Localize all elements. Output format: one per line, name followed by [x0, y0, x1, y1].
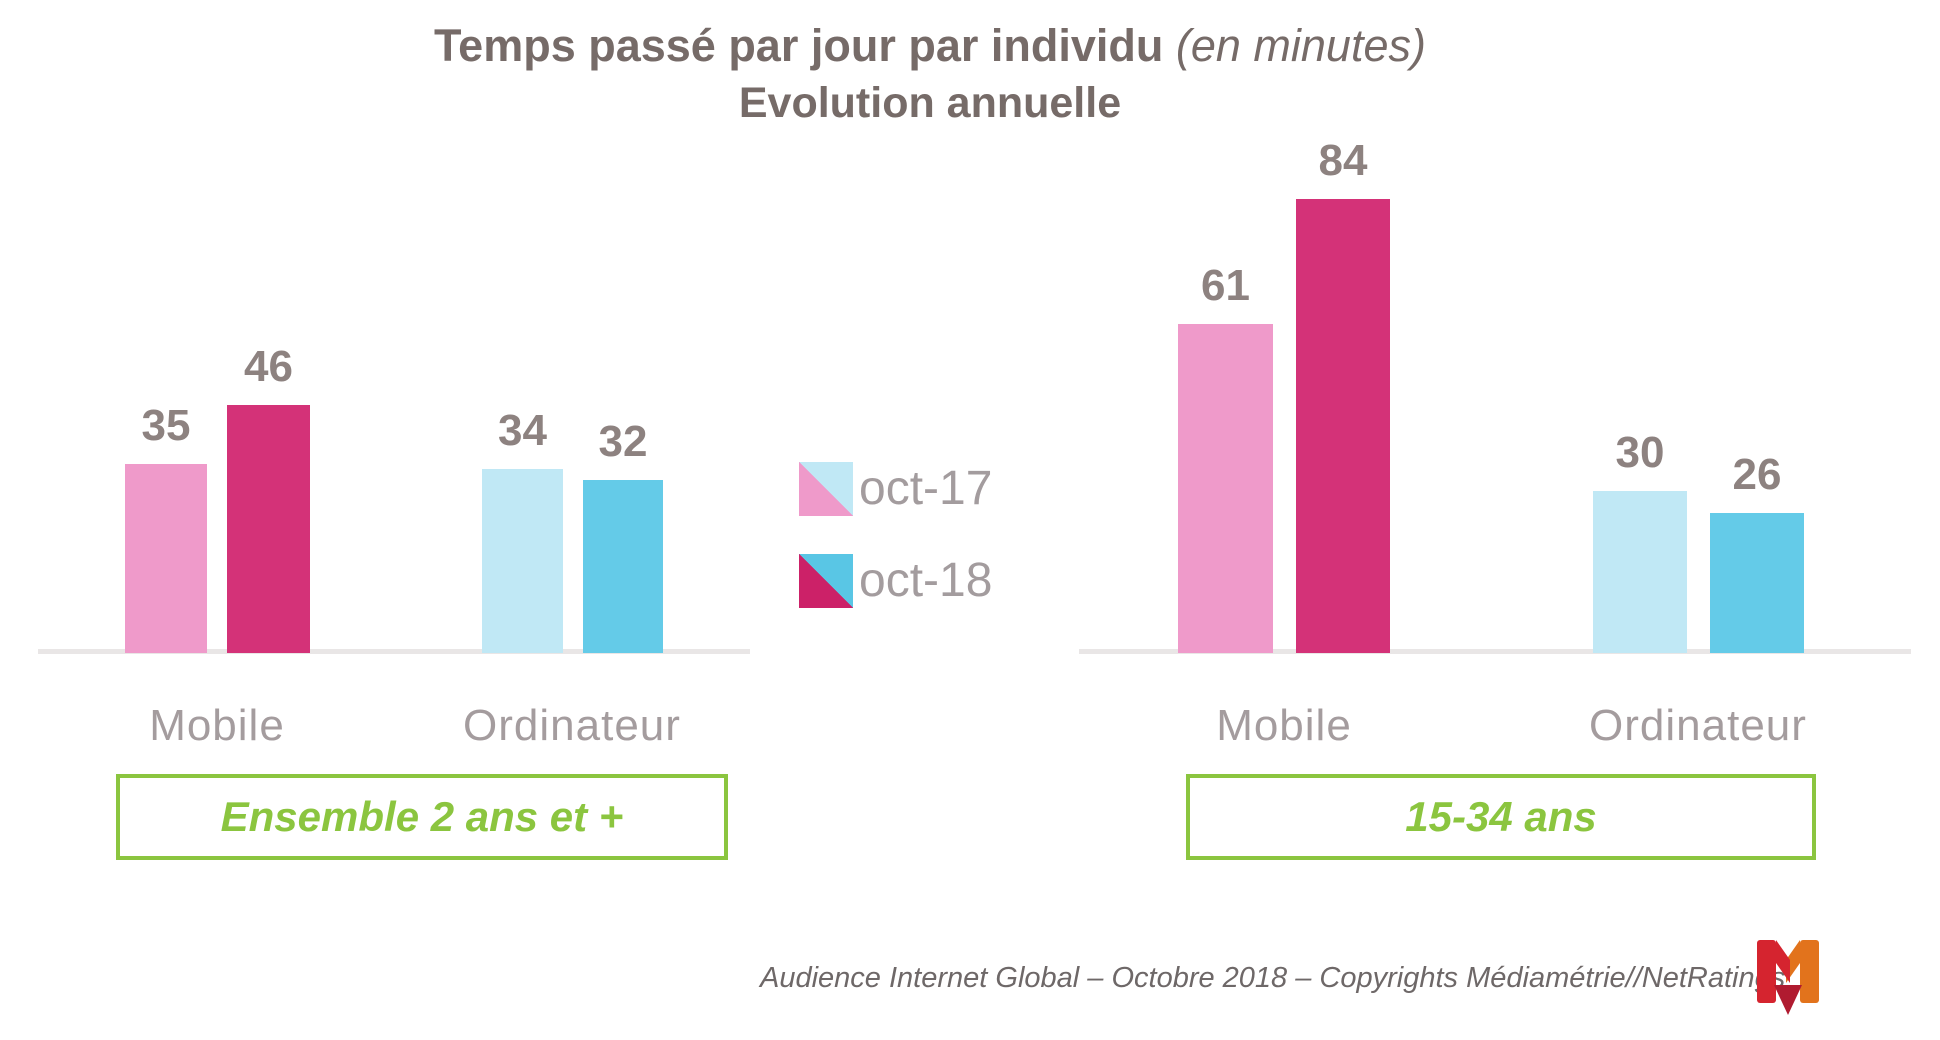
group-box-ensemble-2-ans: Ensemble 2 ans et +	[116, 774, 728, 860]
legend: oct-17 oct-18	[799, 461, 992, 645]
bar-value-15-34-ordinateur-oct-17: 30	[1615, 428, 1665, 477]
category-label-15-34-ordinateur: Ordinateur	[1589, 701, 1807, 750]
category-label-15-34-mobile: Mobile	[1216, 701, 1352, 750]
bar-ensemble-ordinateur-oct-18	[583, 480, 663, 653]
title-line1: Temps passé par jour par individu (en mi…	[0, 18, 1860, 74]
category-label-ensemble-mobile: Mobile	[149, 701, 285, 750]
axis-baseline-15-34	[1079, 649, 1911, 654]
legend-item-oct-17: oct-17	[799, 461, 992, 516]
bar-ensemble-ordinateur-oct-17	[482, 469, 563, 653]
legend-swatch-oct-17	[799, 461, 853, 516]
bar-15-34-ordinateur-oct-18	[1710, 513, 1804, 653]
bar-15-34-mobile-oct-18	[1296, 199, 1390, 653]
legend-item-oct-18: oct-18	[799, 553, 992, 608]
group-box-ensemble-label: Ensemble 2 ans et +	[220, 793, 624, 840]
bar-ensemble-mobile-oct-18	[227, 405, 310, 653]
bar-value-ensemble-ordinateur-oct-18: 32	[598, 417, 648, 466]
title-main-text: Temps passé par jour par individu	[434, 20, 1164, 71]
legend-label-oct-17: oct-17	[859, 462, 993, 515]
title-line2: Evolution annuelle	[738, 79, 1122, 128]
mediametrie-m-logo-icon	[1757, 940, 1819, 1015]
bar-value-15-34-mobile-oct-17: 61	[1201, 261, 1250, 310]
bar-value-ensemble-ordinateur-oct-17: 34	[498, 406, 547, 455]
legend-swatch-oct-18	[799, 553, 853, 608]
footer-caption: Audience Internet Global – Octobre 2018 …	[760, 962, 1786, 994]
bar-15-34-ordinateur-oct-17	[1593, 491, 1687, 653]
bar-value-15-34-mobile-oct-18: 84	[1318, 136, 1368, 185]
bar-value-ensemble-mobile-oct-17: 35	[141, 401, 191, 450]
title-unit-text: (en minutes)	[1175, 20, 1426, 71]
bar-ensemble-mobile-oct-17	[125, 464, 207, 653]
chart-title: Temps passé par jour par individu (en mi…	[0, 18, 1860, 130]
bar-value-ensemble-mobile-oct-18: 46	[244, 342, 293, 391]
bar-15-34-mobile-oct-17	[1178, 324, 1273, 653]
group-box-15-34-label: 15-34 ans	[1405, 793, 1597, 840]
axis-baseline-ensemble	[38, 649, 750, 654]
legend-label-oct-18: oct-18	[859, 554, 993, 607]
category-label-ensemble-ordinateur: Ordinateur	[463, 701, 681, 750]
group-box-15-34-ans: 15-34 ans	[1186, 774, 1816, 860]
bar-value-15-34-ordinateur-oct-18: 26	[1732, 450, 1782, 499]
